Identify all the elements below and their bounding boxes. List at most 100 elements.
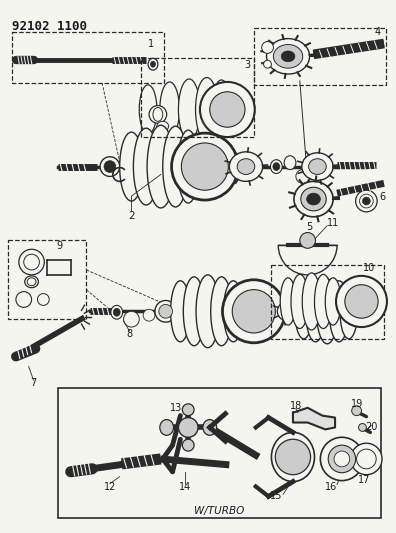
Circle shape xyxy=(223,280,285,343)
Text: 15: 15 xyxy=(270,491,282,502)
Ellipse shape xyxy=(27,278,36,286)
Circle shape xyxy=(356,190,377,212)
Ellipse shape xyxy=(147,125,175,208)
Ellipse shape xyxy=(139,85,157,134)
Ellipse shape xyxy=(280,278,296,325)
Ellipse shape xyxy=(237,159,255,174)
Circle shape xyxy=(24,254,40,270)
Ellipse shape xyxy=(196,275,219,348)
Circle shape xyxy=(345,285,378,318)
Ellipse shape xyxy=(111,305,123,319)
Ellipse shape xyxy=(302,273,321,330)
Ellipse shape xyxy=(277,302,299,321)
Circle shape xyxy=(352,406,362,416)
Text: 16: 16 xyxy=(325,481,337,491)
Circle shape xyxy=(155,301,177,322)
Circle shape xyxy=(104,160,116,173)
Ellipse shape xyxy=(314,274,332,328)
Text: 19: 19 xyxy=(350,399,363,409)
Bar xyxy=(12,32,164,83)
Ellipse shape xyxy=(120,132,143,201)
Ellipse shape xyxy=(267,38,310,74)
Ellipse shape xyxy=(270,160,282,173)
Circle shape xyxy=(124,311,139,327)
Ellipse shape xyxy=(150,61,155,67)
Circle shape xyxy=(38,294,49,305)
Ellipse shape xyxy=(291,274,308,328)
Ellipse shape xyxy=(316,279,338,344)
Ellipse shape xyxy=(153,108,163,122)
Circle shape xyxy=(16,292,32,308)
Circle shape xyxy=(320,437,364,481)
Ellipse shape xyxy=(271,432,314,482)
Circle shape xyxy=(149,106,167,123)
Ellipse shape xyxy=(160,82,179,137)
Bar xyxy=(58,388,381,518)
Ellipse shape xyxy=(325,278,341,325)
Text: 18: 18 xyxy=(290,401,302,411)
Ellipse shape xyxy=(302,153,333,180)
Ellipse shape xyxy=(113,308,120,316)
Circle shape xyxy=(210,92,245,127)
Ellipse shape xyxy=(273,45,303,68)
Circle shape xyxy=(143,309,155,321)
Circle shape xyxy=(200,82,255,137)
Circle shape xyxy=(336,276,387,327)
Ellipse shape xyxy=(157,122,169,131)
Bar xyxy=(254,28,386,85)
Text: 6: 6 xyxy=(379,192,385,202)
Circle shape xyxy=(181,143,228,190)
Ellipse shape xyxy=(212,80,231,139)
Circle shape xyxy=(296,169,310,183)
Ellipse shape xyxy=(294,181,333,217)
Ellipse shape xyxy=(301,187,326,211)
Ellipse shape xyxy=(223,281,243,342)
Text: 10: 10 xyxy=(364,263,376,273)
Circle shape xyxy=(19,249,44,275)
Circle shape xyxy=(334,451,350,467)
Ellipse shape xyxy=(160,419,173,435)
Text: 8: 8 xyxy=(126,329,133,339)
Circle shape xyxy=(300,232,316,248)
Text: 14: 14 xyxy=(179,481,191,491)
Bar xyxy=(141,58,254,137)
Ellipse shape xyxy=(281,51,295,62)
Bar xyxy=(8,240,86,319)
Ellipse shape xyxy=(295,284,312,339)
Ellipse shape xyxy=(163,126,188,207)
Ellipse shape xyxy=(196,77,218,141)
Text: 13: 13 xyxy=(170,403,183,413)
Ellipse shape xyxy=(177,130,199,203)
Circle shape xyxy=(100,157,120,176)
Circle shape xyxy=(328,445,356,473)
Ellipse shape xyxy=(229,152,263,181)
Circle shape xyxy=(171,133,238,200)
Circle shape xyxy=(159,304,173,318)
Circle shape xyxy=(358,424,366,431)
Circle shape xyxy=(264,60,271,68)
Text: 1: 1 xyxy=(148,38,154,49)
Ellipse shape xyxy=(273,163,280,171)
Text: 11: 11 xyxy=(327,217,339,228)
Text: 12: 12 xyxy=(104,481,116,491)
Polygon shape xyxy=(293,408,335,430)
Text: 92102 1100: 92102 1100 xyxy=(12,20,87,33)
Circle shape xyxy=(360,194,373,208)
Ellipse shape xyxy=(179,79,200,140)
Ellipse shape xyxy=(306,281,325,342)
Ellipse shape xyxy=(329,281,349,342)
Ellipse shape xyxy=(211,277,232,346)
Text: 4: 4 xyxy=(374,27,380,37)
Wedge shape xyxy=(278,245,337,275)
Circle shape xyxy=(232,289,275,333)
Ellipse shape xyxy=(203,419,217,435)
Ellipse shape xyxy=(183,277,205,346)
Ellipse shape xyxy=(148,58,158,70)
Ellipse shape xyxy=(182,404,194,416)
Circle shape xyxy=(275,439,310,475)
Circle shape xyxy=(356,449,376,469)
Bar xyxy=(271,265,384,339)
Ellipse shape xyxy=(25,276,38,288)
Text: W/TURBO: W/TURBO xyxy=(194,506,245,516)
Ellipse shape xyxy=(284,156,296,169)
